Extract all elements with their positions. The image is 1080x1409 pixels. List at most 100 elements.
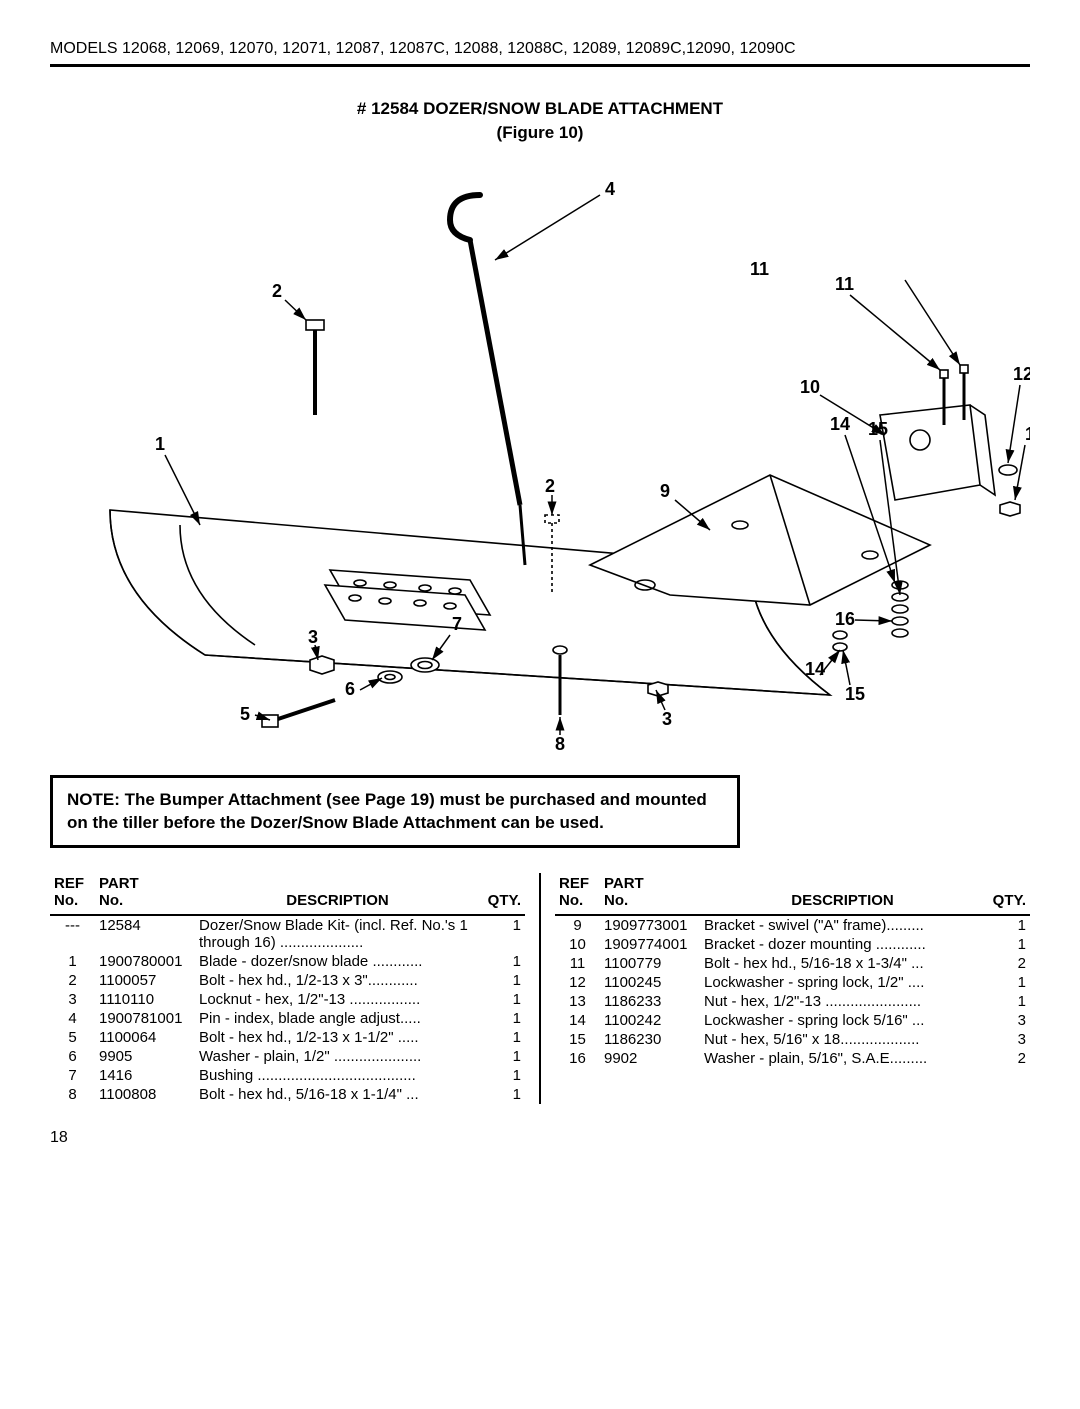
parts-col-left: REFNo. PARTNo. DESCRIPTION QTY. ---12584… [50, 873, 525, 1104]
models-line: MODELS 12068, 12069, 12070, 12071, 12087… [50, 40, 1030, 58]
cell-ref: 14 [555, 1011, 600, 1030]
cell-qty: 1 [480, 1085, 525, 1104]
cell-part: 1416 [95, 1066, 195, 1085]
th-desc: DESCRIPTION [195, 873, 480, 911]
cell-part: 9902 [600, 1049, 700, 1068]
svg-text:11: 11 [835, 274, 854, 294]
svg-text:11: 11 [750, 259, 769, 279]
cell-part: 1186233 [600, 992, 700, 1011]
cell-ref: 12 [555, 973, 600, 992]
cell-qty: 1 [480, 990, 525, 1009]
th-qty: QTY. [985, 873, 1030, 911]
cell-ref: 8 [50, 1085, 95, 1104]
cell-part: 1909774001 [600, 935, 700, 954]
cell-qty: 3 [985, 1011, 1030, 1030]
cell-qty: 2 [985, 954, 1030, 973]
svg-text:15: 15 [868, 419, 888, 439]
svg-text:7: 7 [452, 614, 462, 634]
table-row: 11900780001Blade - dozer/snow blade ....… [50, 952, 525, 971]
parts-table-left: REFNo. PARTNo. DESCRIPTION QTY. ---12584… [50, 873, 525, 1104]
cell-qty: 1 [985, 973, 1030, 992]
table-row: 151186230Nut - hex, 5/16" x 18..........… [555, 1030, 1030, 1049]
cell-ref: 1 [50, 952, 95, 971]
cell-ref: 6 [50, 1047, 95, 1066]
table-row: 21100057Bolt - hex hd., 1/2-13 x 3".....… [50, 971, 525, 990]
svg-text:10: 10 [800, 377, 820, 397]
cell-desc: Locknut - hex, 1/2"-13 ................. [195, 990, 480, 1009]
svg-text:14: 14 [830, 414, 850, 434]
cell-desc: Bracket - swivel ("A" frame)......... [700, 915, 985, 935]
table-row: 141100242Lockwasher - spring lock 5/16" … [555, 1011, 1030, 1030]
svg-text:3: 3 [308, 627, 318, 647]
cell-qty: 1 [480, 1047, 525, 1066]
cell-desc: Bolt - hex hd., 1/2-13 x 3"............ [195, 971, 480, 990]
title-line2: (Figure 10) [50, 121, 1030, 145]
cell-qty: 1 [985, 992, 1030, 1011]
note-box: NOTE: The Bumper Attachment (see Page 19… [50, 775, 740, 849]
cell-part: 1110110 [95, 990, 195, 1009]
cell-ref: 13 [555, 992, 600, 1011]
cell-part: 9905 [95, 1047, 195, 1066]
cell-qty: 1 [985, 915, 1030, 935]
cell-qty: 3 [985, 1030, 1030, 1049]
cell-desc: Bolt - hex hd., 5/16-18 x 1-1/4" ... [195, 1085, 480, 1104]
parts-table-container: REFNo. PARTNo. DESCRIPTION QTY. ---12584… [50, 873, 1030, 1104]
table-row: ---12584Dozer/Snow Blade Kit- (incl. Ref… [50, 915, 525, 952]
svg-text:9: 9 [660, 481, 670, 501]
th-part: PARTNo. [95, 873, 195, 911]
cell-ref: 16 [555, 1049, 600, 1068]
cell-part: 1100242 [600, 1011, 700, 1030]
table-row: 41900781001Pin - index, blade angle adju… [50, 1009, 525, 1028]
cell-ref: 10 [555, 935, 600, 954]
svg-text:8: 8 [555, 734, 565, 754]
cell-qty: 1 [480, 952, 525, 971]
th-ref: REFNo. [50, 873, 95, 911]
svg-text:1: 1 [155, 434, 165, 454]
table-row: 31110110Locknut - hex, 1/2"-13 .........… [50, 990, 525, 1009]
cell-ref: 7 [50, 1066, 95, 1085]
cell-desc: Nut - hex, 5/16" x 18................... [700, 1030, 985, 1049]
svg-text:14: 14 [805, 659, 825, 679]
cell-desc: Bushing ................................… [195, 1066, 480, 1085]
svg-text:2: 2 [545, 476, 555, 496]
cell-qty: 2 [985, 1049, 1030, 1068]
cell-ref: 9 [555, 915, 600, 935]
svg-text:15: 15 [845, 684, 865, 704]
table-row: 81100808Bolt - hex hd., 5/16-18 x 1-1/4"… [50, 1085, 525, 1104]
cell-ref: 2 [50, 971, 95, 990]
table-row: 69905Washer - plain, 1/2" ..............… [50, 1047, 525, 1066]
svg-text:6: 6 [345, 679, 355, 699]
table-row: 169902Washer - plain, 5/16", S.A.E......… [555, 1049, 1030, 1068]
svg-text:16: 16 [835, 609, 855, 629]
page-number: 18 [50, 1129, 1030, 1147]
cell-qty: 1 [480, 915, 525, 952]
cell-desc: Dozer/Snow Blade Kit- (incl. Ref. No.'s … [195, 915, 480, 952]
cell-ref: 5 [50, 1028, 95, 1047]
cell-qty: 1 [480, 971, 525, 990]
cell-desc: Washer - plain, 5/16", S.A.E......... [700, 1049, 985, 1068]
cell-part: 1100245 [600, 973, 700, 992]
title-line1: # 12584 DOZER/SNOW BLADE ATTACHMENT [50, 97, 1030, 121]
column-separator [539, 873, 541, 1104]
header-rule [50, 64, 1030, 67]
cell-desc: Pin - index, blade angle adjust..... [195, 1009, 480, 1028]
title-block: # 12584 DOZER/SNOW BLADE ATTACHMENT (Fig… [50, 97, 1030, 145]
cell-part: 1186230 [600, 1030, 700, 1049]
cell-qty: 1 [480, 1066, 525, 1085]
table-row: 111100779Bolt - hex hd., 5/16-18 x 1-3/4… [555, 954, 1030, 973]
svg-text:5: 5 [240, 704, 250, 724]
cell-part: 1900781001 [95, 1009, 195, 1028]
cell-qty: 1 [480, 1009, 525, 1028]
cell-desc: Bolt - hex hd., 1/2-13 x 1-1/2" ..... [195, 1028, 480, 1047]
cell-desc: Blade - dozer/snow blade ............ [195, 952, 480, 971]
cell-desc: Bracket - dozer mounting ............ [700, 935, 985, 954]
table-row: 51100064Bolt - hex hd., 1/2-13 x 1-1/2" … [50, 1028, 525, 1047]
table-row: 91909773001Bracket - swivel ("A" frame).… [555, 915, 1030, 935]
cell-desc: Lockwasher - spring lock, 1/2" .... [700, 973, 985, 992]
table-row: 101909774001Bracket - dozer mounting ...… [555, 935, 1030, 954]
cell-desc: Lockwasher - spring lock 5/16" ... [700, 1011, 985, 1030]
cell-qty: 1 [480, 1028, 525, 1047]
th-ref: REFNo. [555, 873, 600, 911]
cell-desc: Washer - plain, 1/2" ...................… [195, 1047, 480, 1066]
table-row: 121100245Lockwasher - spring lock, 1/2" … [555, 973, 1030, 992]
